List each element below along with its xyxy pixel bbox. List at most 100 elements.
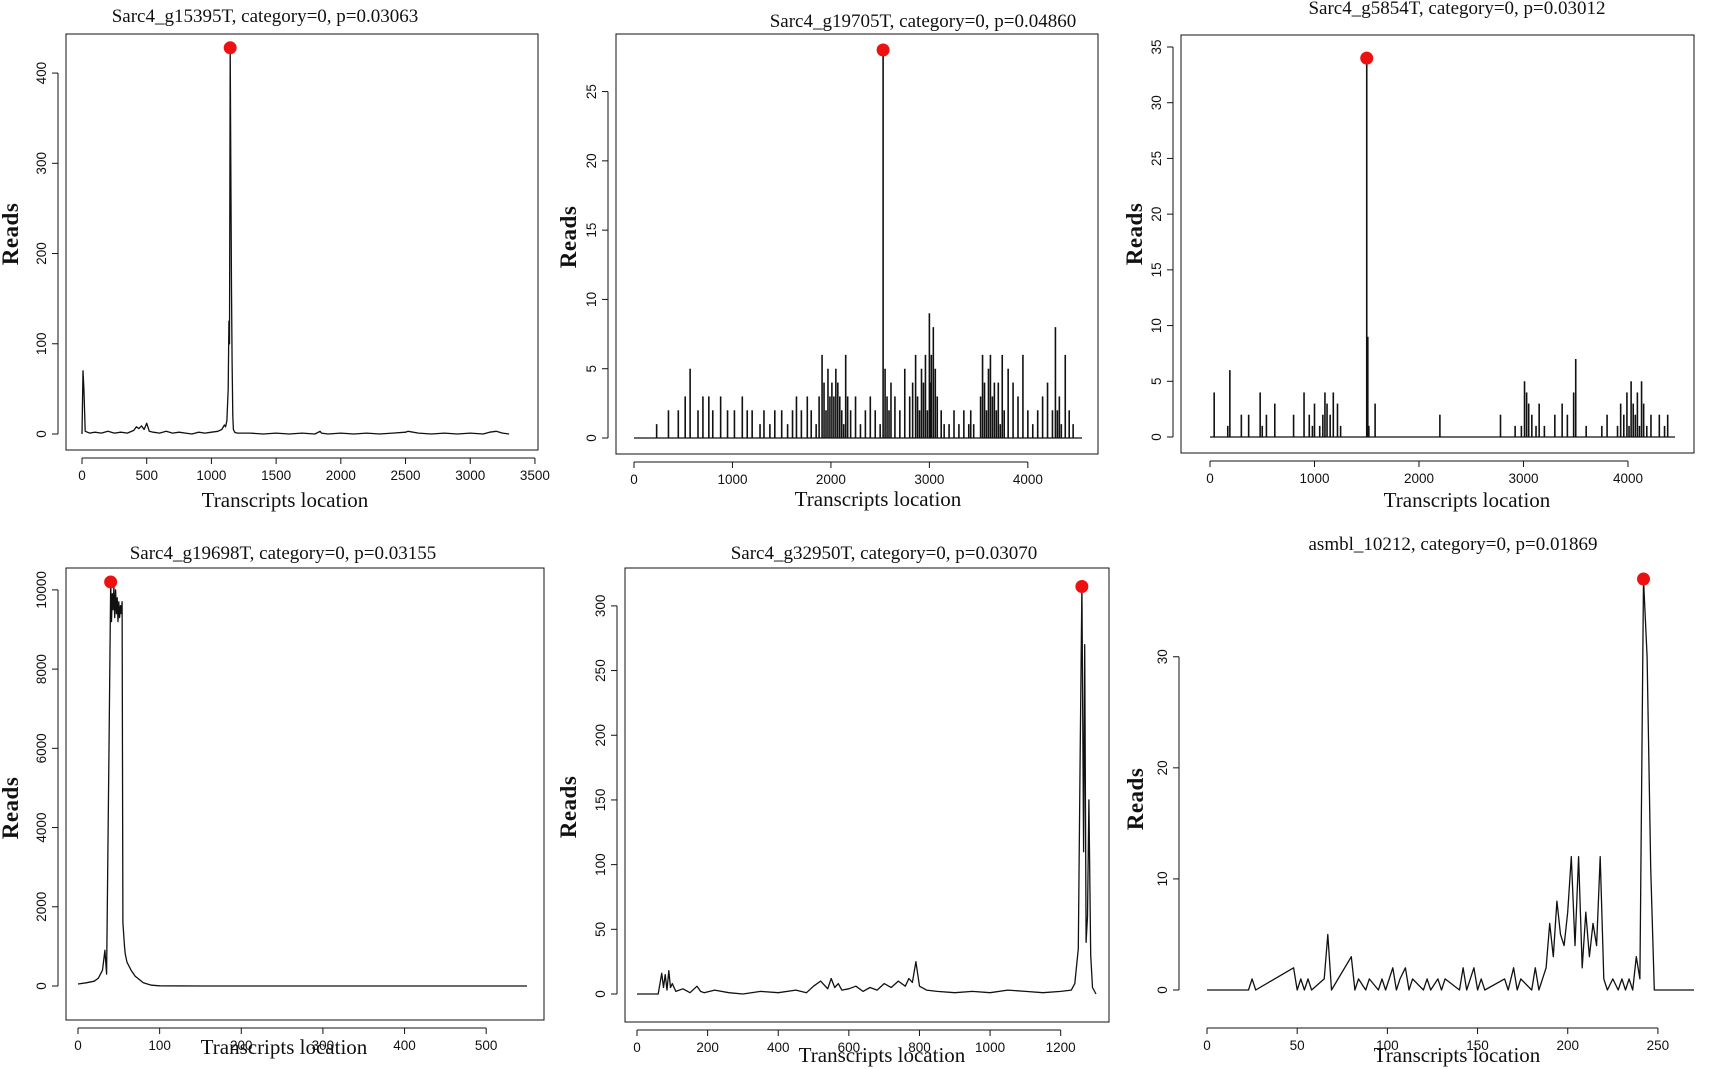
y-tick-label: 0	[584, 434, 599, 442]
panel-6: asmbl_10212, category=0, p=0.01869 Trans…	[1123, 534, 1694, 1067]
y-tick-label: 50	[593, 922, 608, 937]
y-tick-label: 150	[593, 789, 608, 812]
x-tick-label: 50	[1290, 1038, 1305, 1053]
y-tick-label: 200	[593, 724, 608, 747]
reads-line	[1207, 578, 1694, 991]
x-tick-label: 0	[630, 472, 638, 487]
plot-frame	[615, 33, 1099, 455]
reads-line	[637, 585, 1097, 995]
y-tick-label: 25	[1149, 151, 1164, 166]
y-axis-label: Reads	[1122, 203, 1147, 266]
y-tick-label: 30	[1149, 95, 1164, 110]
y-tick-label: 0	[1149, 433, 1164, 441]
y-tick-label: 250	[593, 659, 608, 682]
x-tick-label: 100	[148, 1038, 171, 1053]
x-tick-label: 1000	[1299, 471, 1329, 486]
y-tick-label: 0	[1155, 986, 1170, 994]
y-axis-label: Reads	[0, 203, 23, 266]
y-tick-label: 400	[34, 62, 49, 85]
x-axis-label: Transcripts location	[799, 1043, 966, 1067]
x-tick-label: 400	[393, 1038, 416, 1053]
panel-title: Sarc4_g19698T, category=0, p=0.03155	[130, 543, 437, 564]
x-tick-label: 1000	[717, 472, 747, 487]
x-tick-label: 2000	[816, 472, 846, 487]
y-tick-label: 300	[34, 152, 49, 175]
peak-marker	[1636, 572, 1650, 586]
x-tick-label: 3000	[455, 468, 485, 483]
x-tick-label: 0	[633, 1040, 641, 1055]
x-tick-label: 3000	[914, 472, 944, 487]
x-tick-label: 500	[475, 1038, 498, 1053]
y-tick-label: 5	[584, 365, 599, 373]
panel-3: Sarc4_g5854T, category=0, p=0.03012 Tran…	[1122, 0, 1695, 512]
x-tick-label: 500	[135, 468, 158, 483]
x-tick-label: 150	[1466, 1038, 1489, 1053]
x-tick-label: 800	[908, 1040, 931, 1055]
x-tick-label: 400	[767, 1040, 790, 1055]
peak-marker	[1075, 579, 1089, 593]
y-tick-label: 5	[1149, 378, 1164, 386]
y-tick-label: 4000	[34, 813, 49, 843]
plot-frame	[1180, 34, 1695, 454]
panel-2: Sarc4_g19705T, category=0, p=0.04860 Tra…	[556, 11, 1099, 511]
peak-marker	[876, 43, 890, 57]
y-tick-label: 100	[593, 853, 608, 876]
y-tick-label: 0	[34, 982, 49, 990]
y-tick-label: 6000	[34, 733, 49, 763]
panel-title: Sarc4_g15395T, category=0, p=0.03063	[112, 6, 419, 27]
x-tick-label: 1000	[196, 468, 226, 483]
y-tick-label: 10	[1149, 318, 1164, 333]
y-tick-label: 0	[34, 430, 49, 438]
x-axis-label: Transcripts location	[1374, 1043, 1541, 1067]
y-axis-label: Reads	[1123, 768, 1148, 831]
x-tick-label: 200	[696, 1040, 719, 1055]
peak-marker	[104, 575, 118, 589]
x-tick-label: 3500	[520, 468, 550, 483]
y-tick-label: 15	[1149, 262, 1164, 277]
x-tick-label: 1000	[975, 1040, 1005, 1055]
y-tick-label: 15	[584, 223, 599, 238]
x-tick-label: 2500	[391, 468, 421, 483]
x-tick-label: 200	[230, 1038, 253, 1053]
y-axis-label: Reads	[556, 206, 581, 269]
panel-title: Sarc4_g19705T, category=0, p=0.04860	[770, 11, 1077, 32]
plot-frame	[65, 567, 545, 1021]
x-tick-label: 0	[1203, 1038, 1211, 1053]
reads-line	[77, 581, 527, 987]
y-tick-label: 8000	[34, 654, 49, 684]
plot-frame	[65, 33, 539, 451]
x-tick-label: 250	[1647, 1038, 1670, 1053]
x-tick-label: 2000	[326, 468, 356, 483]
y-tick-label: 300	[593, 595, 608, 618]
x-tick-label: 300	[312, 1038, 335, 1053]
x-tick-label: 200	[1556, 1038, 1579, 1053]
x-tick-label: 0	[78, 468, 86, 483]
y-axis-label: Reads	[556, 776, 581, 839]
y-tick-label: 20	[1149, 207, 1164, 222]
x-tick-label: 3000	[1508, 471, 1538, 486]
panel-title: Sarc4_g32950T, category=0, p=0.03070	[731, 543, 1038, 564]
x-tick-label: 4000	[1613, 471, 1643, 486]
y-tick-label: 0	[593, 990, 608, 998]
panel-title: Sarc4_g5854T, category=0, p=0.03012	[1308, 0, 1605, 19]
panel-title: asmbl_10212, category=0, p=0.01869	[1309, 534, 1598, 555]
x-tick-label: 0	[74, 1038, 82, 1053]
y-tick-label: 20	[584, 153, 599, 168]
x-axis-label: Transcripts location	[795, 487, 962, 511]
x-tick-label: 0	[1206, 471, 1214, 486]
x-axis-label: Transcripts location	[1384, 488, 1551, 512]
plot-frame	[624, 567, 1110, 1023]
y-tick-label: 100	[34, 333, 49, 356]
reads-line	[81, 47, 510, 435]
x-tick-label: 2000	[1404, 471, 1434, 486]
y-tick-label: 10000	[34, 571, 49, 609]
x-tick-label: 1200	[1046, 1040, 1076, 1055]
x-tick-label: 4000	[1013, 472, 1043, 487]
y-tick-label: 20	[1155, 760, 1170, 775]
x-axis-label: Transcripts location	[201, 1035, 368, 1059]
y-axis-label: Reads	[0, 777, 23, 840]
y-tick-label: 25	[584, 84, 599, 99]
y-tick-label: 30	[1155, 649, 1170, 664]
panel-5: Sarc4_g32950T, category=0, p=0.03070 Tra…	[556, 543, 1110, 1067]
